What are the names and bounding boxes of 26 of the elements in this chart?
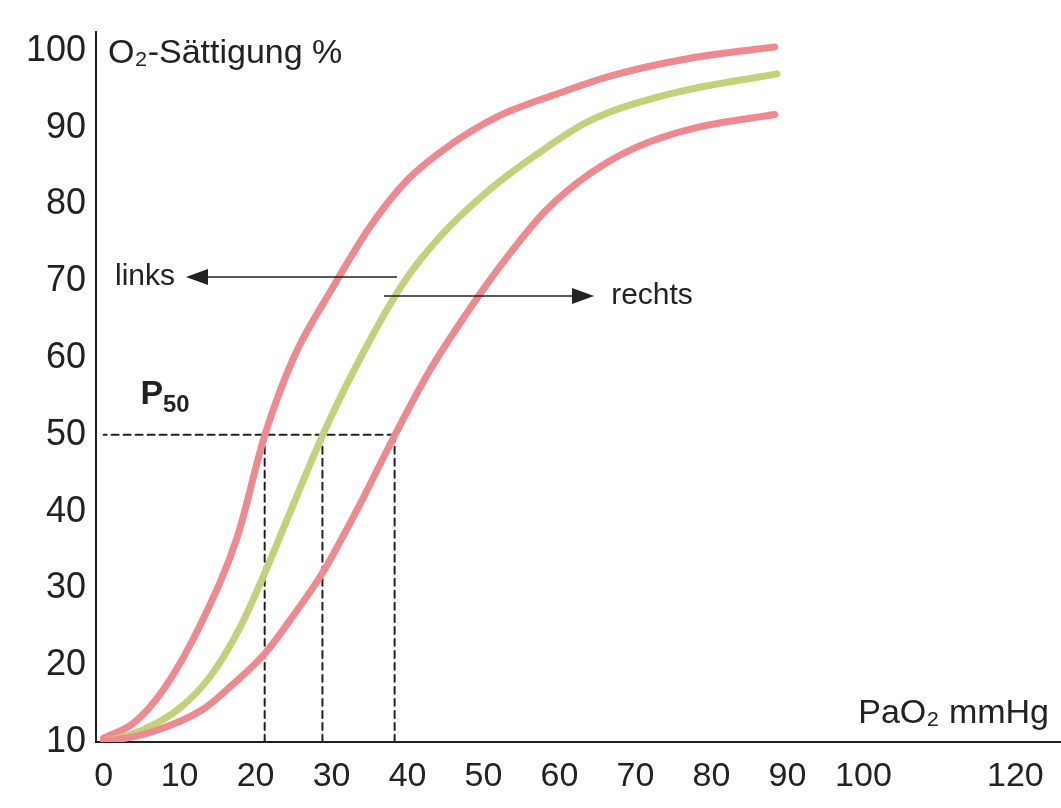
y-tick-label: 90 — [45, 104, 86, 146]
x-tick-label: 70 — [616, 754, 655, 793]
y-tick-label: 80 — [45, 181, 86, 223]
y-tick-label: 70 — [45, 258, 86, 300]
y-tick-label: 30 — [45, 565, 86, 607]
x-axis-title: PaO₂ mmHg — [858, 692, 1049, 731]
x-tick-label: 10 — [160, 754, 199, 793]
x-tick-label: 80 — [692, 754, 731, 793]
x-tick-label: 100 — [835, 754, 892, 793]
y-tick-label: 40 — [45, 488, 86, 530]
y-tick-label: 100 — [25, 27, 86, 69]
x-tick-label: 30 — [312, 754, 351, 793]
x-tick-label: 50 — [464, 754, 503, 793]
annotation: links — [114, 258, 176, 292]
x-tick-label: 120 — [987, 754, 1044, 793]
x-tick-label: 0 — [94, 754, 114, 793]
y-tick-label: 50 — [45, 411, 86, 453]
annotation: rechts — [611, 277, 693, 311]
x-tick-label: 60 — [540, 754, 579, 793]
y-tick-label: 60 — [45, 334, 86, 376]
x-tick-label: 20 — [236, 754, 275, 793]
x-tick-label: 40 — [388, 754, 427, 793]
y-tick-label: 20 — [45, 642, 86, 684]
y-axis-title: O₂-Sättigung % — [108, 31, 343, 70]
y-tick-label: 10 — [45, 718, 86, 760]
x-tick-label: 90 — [768, 754, 807, 793]
